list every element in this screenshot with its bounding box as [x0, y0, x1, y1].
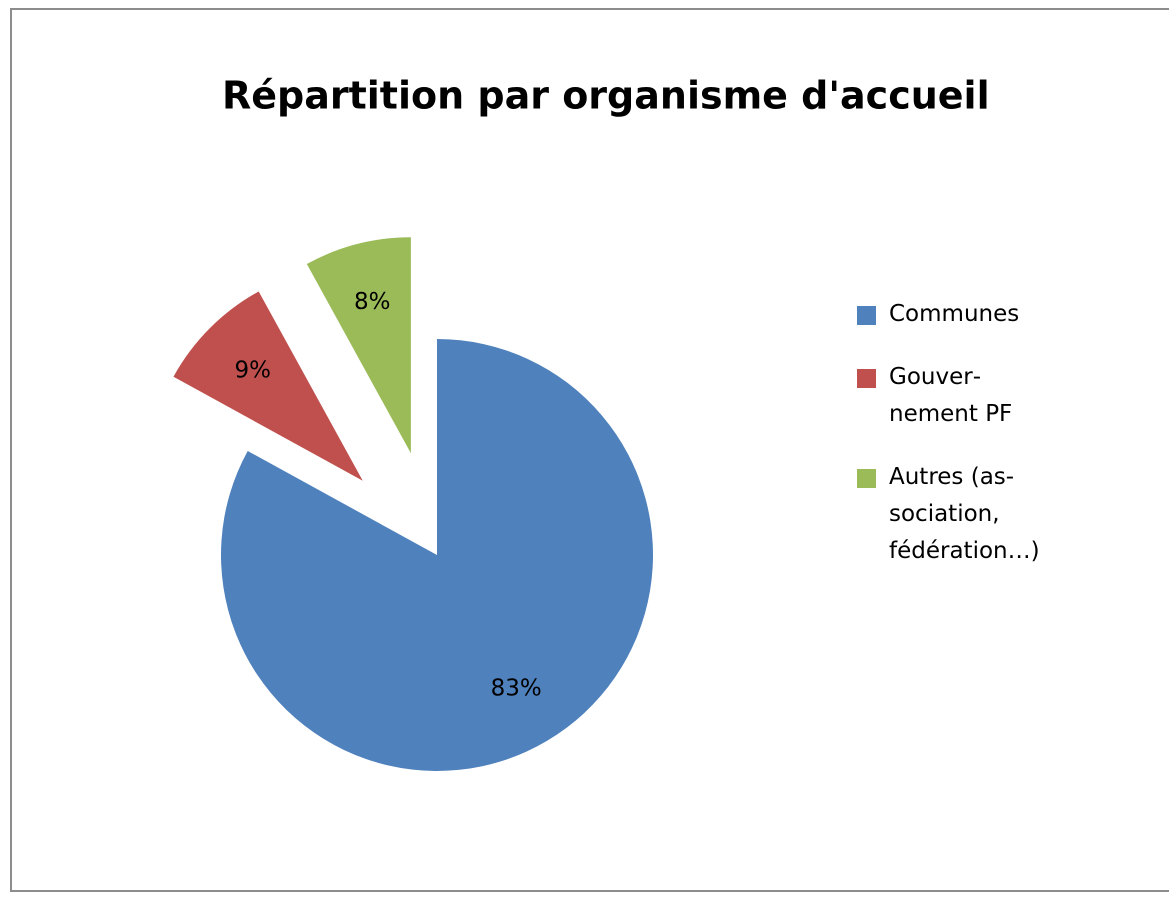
chart-frame — [10, 8, 1169, 892]
data-label: 9% — [235, 357, 272, 383]
legend-entry: Autres (as­sociation, fédération…) — [855, 459, 1040, 570]
legend-label: Gouver­nement PF — [889, 364, 1013, 427]
legend-entry: Communes — [855, 296, 1025, 333]
legend-entry: Gouver­nement PF — [855, 359, 1025, 433]
legend-swatch — [857, 369, 876, 388]
chart-title: Répartition par organisme d'accueil — [222, 74, 990, 118]
legend: Communes Gouver­nement PF Autres (as­socia… — [855, 296, 1040, 596]
data-label: 83% — [491, 675, 542, 701]
legend-label: Autres (as­sociation, fédération…) — [889, 464, 1040, 564]
legend-label: Communes — [889, 301, 1020, 327]
legend-swatch — [857, 306, 876, 325]
data-label: 8% — [354, 289, 391, 315]
pie-slice — [221, 339, 654, 771]
legend-swatch — [857, 469, 876, 488]
pie-slice — [173, 291, 363, 481]
pie-slice — [306, 237, 411, 454]
